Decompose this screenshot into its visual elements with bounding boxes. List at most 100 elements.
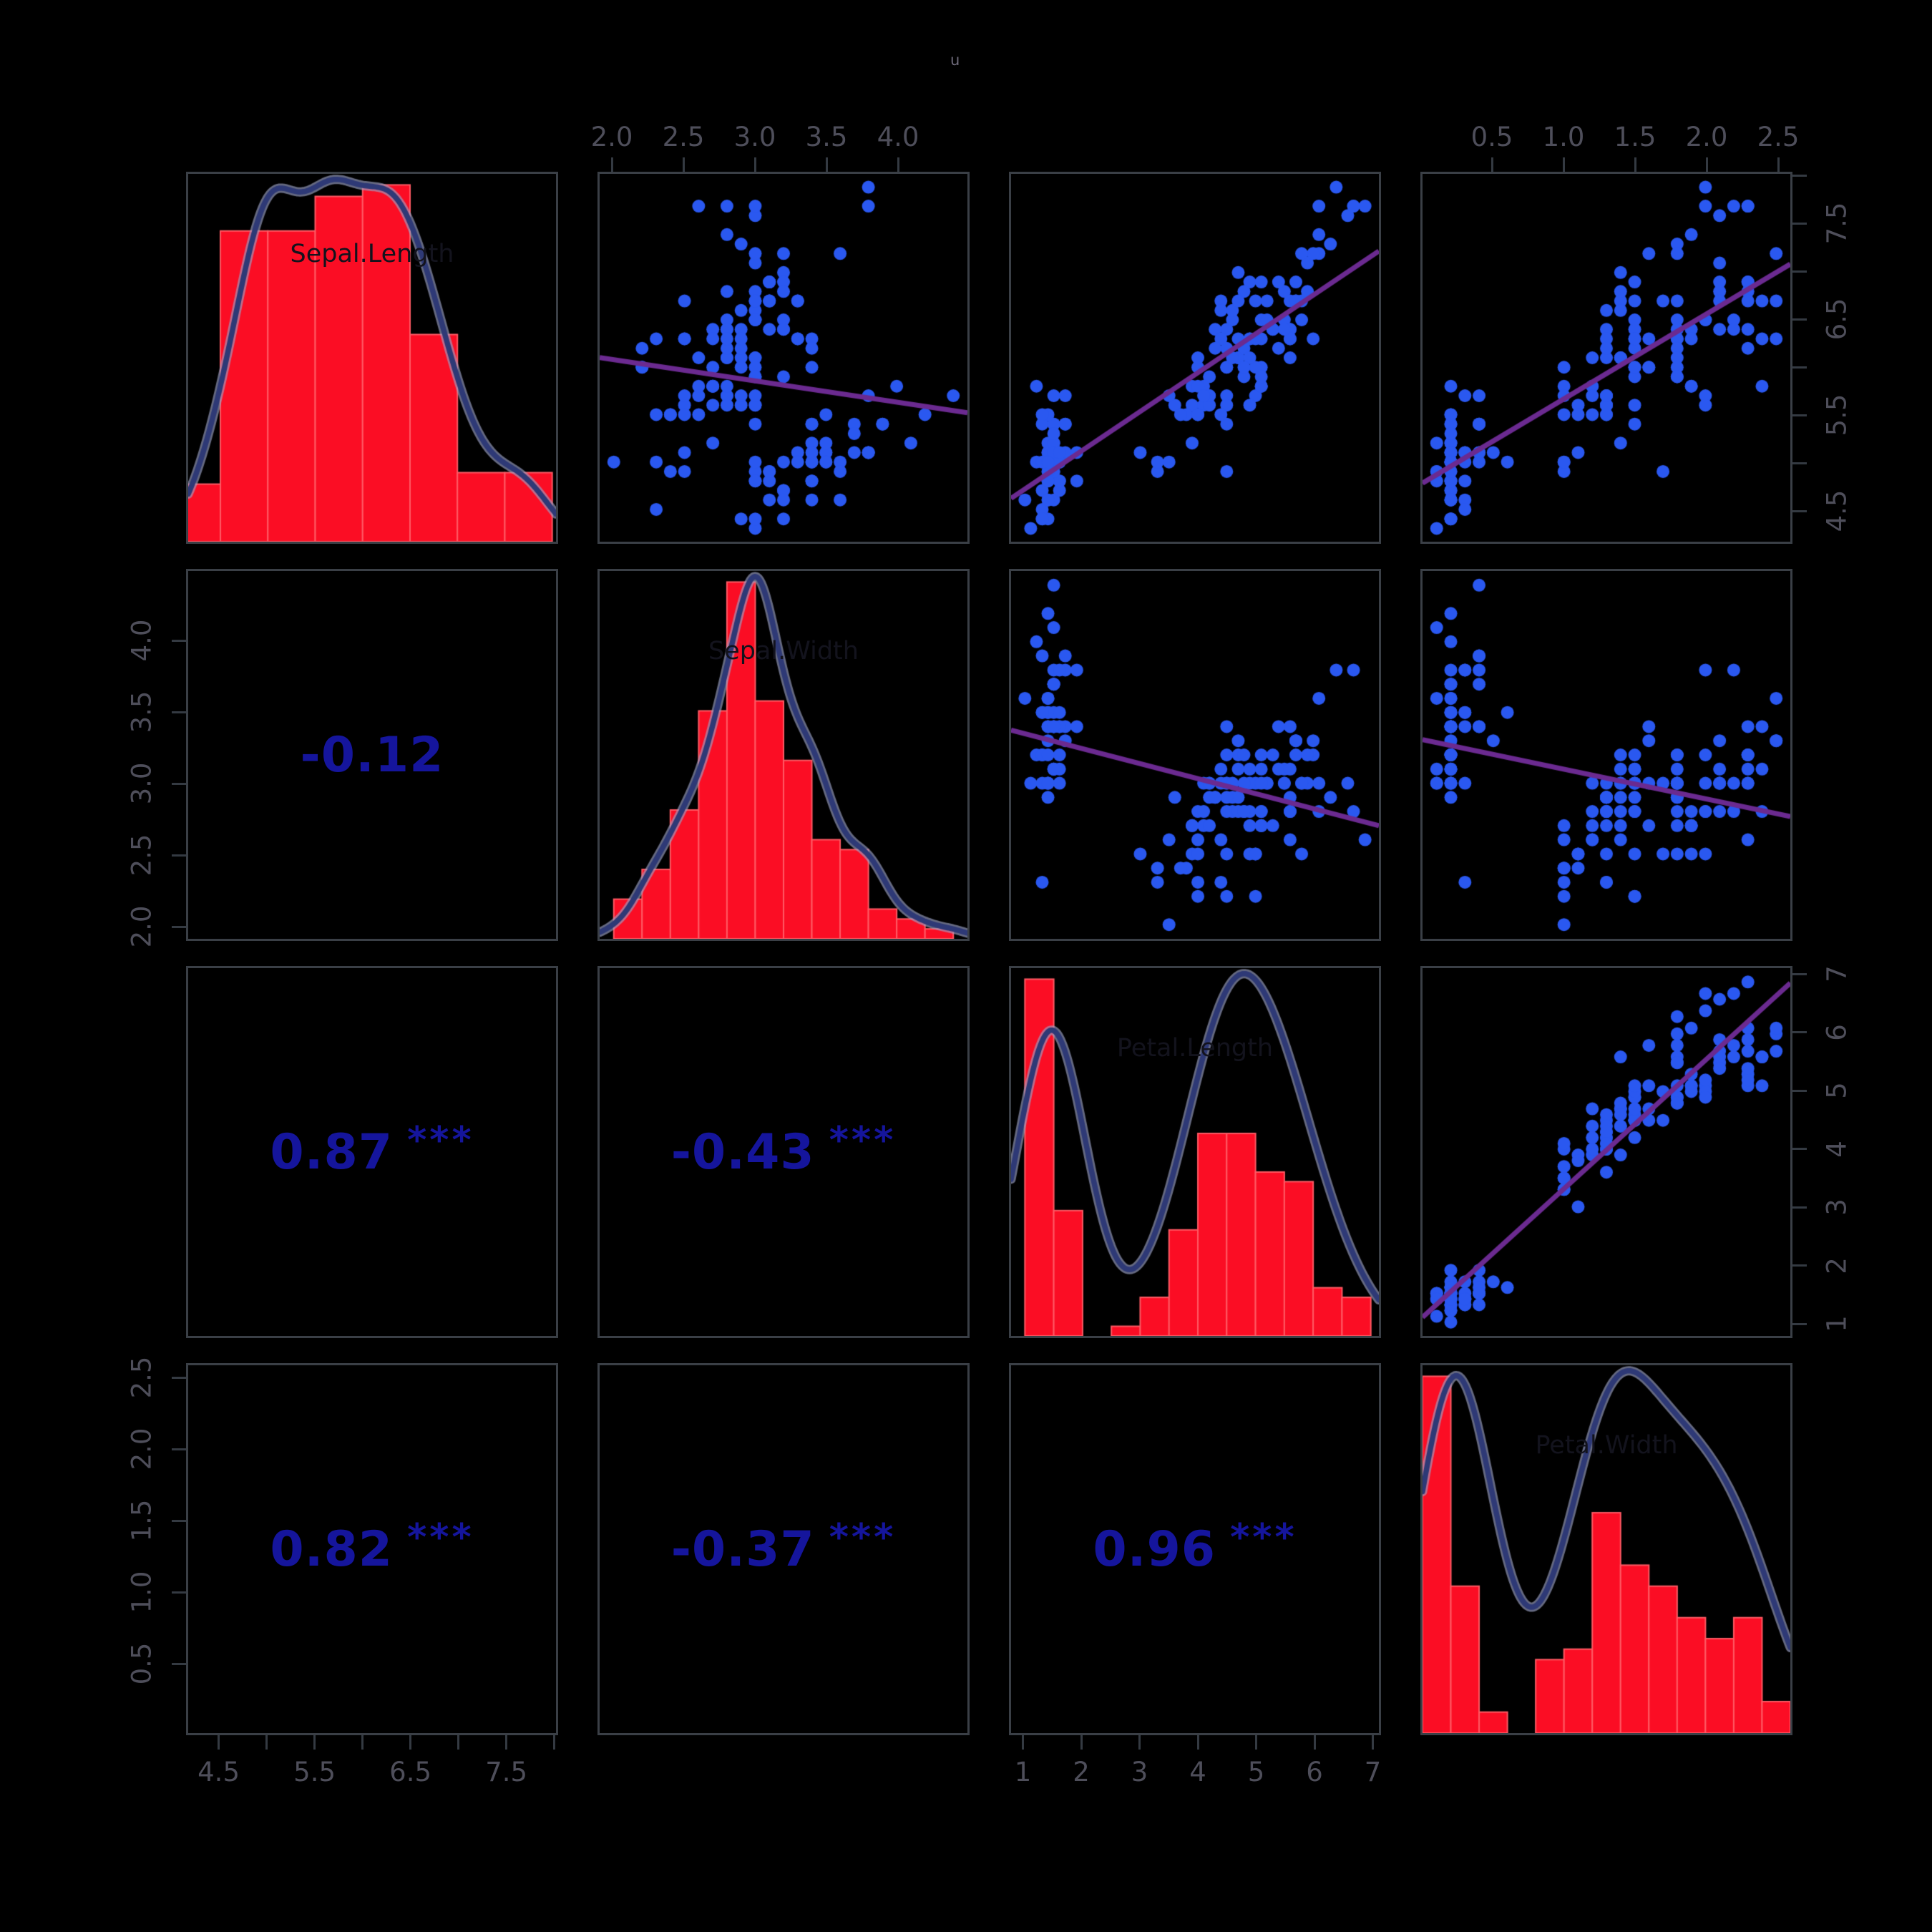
panel-r3c1: 0.87 ***	[186, 966, 558, 1338]
tick-label: 5	[1247, 1757, 1265, 1787]
tick-label: 2	[1073, 1757, 1090, 1787]
scatter-canvas-r3c4	[1423, 968, 1790, 1336]
tick-label: 4.0	[126, 619, 157, 662]
tick-label: 3.5	[805, 122, 848, 152]
correlation-cell-r2c1: -0.12	[188, 571, 556, 939]
tick-label: 5.5	[1821, 394, 1853, 436]
histogram-canvas-Sepal.Length	[188, 174, 556, 542]
tick-label: 1	[1821, 1315, 1853, 1333]
axis-tick-top	[1705, 157, 1708, 172]
axis-tick-left	[172, 1591, 186, 1594]
figure-title-glyph: u	[950, 52, 960, 69]
axis-tick-right	[1792, 1322, 1807, 1325]
correlation-cell-r4c2: -0.37 ***	[600, 1365, 967, 1733]
correlation-stars: ***	[407, 1119, 474, 1162]
tick-label: 3.0	[733, 122, 776, 152]
panel-r2c2: Sepal.Width	[597, 569, 970, 941]
axis-tick-bottom	[457, 1735, 460, 1750]
panel-r1c1: Sepal.Length	[186, 172, 558, 544]
correlation-stars: ***	[829, 1516, 897, 1559]
axis-tick-bottom	[1138, 1735, 1141, 1750]
tick-label: 4.5	[197, 1757, 240, 1787]
tick-label: 2.5	[126, 834, 157, 877]
axis-tick-left	[172, 854, 186, 857]
tick-label: 2.0	[126, 1428, 157, 1470]
correlation-stars: ***	[829, 1119, 897, 1162]
axis-tick-bottom	[218, 1735, 220, 1750]
tick-label: 2.5	[662, 122, 705, 152]
scatter-canvas-r2c3	[1011, 571, 1379, 939]
tick-label: 4.5	[1821, 490, 1853, 532]
panel-r2c1: -0.12	[186, 569, 558, 941]
axis-tick-bottom	[265, 1735, 268, 1750]
axis-tick-bottom	[1080, 1735, 1083, 1750]
panel-r1c2	[597, 172, 970, 544]
axis-tick-top	[1634, 157, 1636, 172]
axis-tick-top	[1562, 157, 1565, 172]
axis-tick-right	[1792, 1264, 1807, 1267]
tick-label: 1.5	[126, 1499, 157, 1542]
tick-label: 7.5	[1821, 202, 1853, 245]
axis-tick-bottom	[553, 1735, 556, 1750]
tick-label: 1.5	[1614, 122, 1657, 152]
tick-label: 1.0	[126, 1571, 157, 1614]
correlation-value: -0.12	[300, 726, 444, 784]
panel-r4c3: 0.96 ***	[1009, 1363, 1381, 1735]
tick-label: 2.5	[1757, 122, 1800, 152]
axis-tick-bottom	[313, 1735, 316, 1750]
tick-label: 1.0	[1542, 122, 1585, 152]
tick-label: 3	[1821, 1199, 1853, 1216]
axis-tick-bottom	[505, 1735, 508, 1750]
correlation-value: -0.37	[670, 1521, 815, 1578]
correlation-value: -0.43	[670, 1123, 815, 1181]
axis-tick-bottom	[409, 1735, 412, 1750]
tick-label: 0.5	[126, 1642, 157, 1685]
panel-r1c3	[1009, 172, 1381, 544]
axis-tick-right	[1792, 174, 1807, 177]
axis-tick-top	[825, 157, 828, 172]
tick-label: 3	[1131, 1757, 1148, 1787]
scatter-canvas-r2c4	[1423, 571, 1790, 939]
panel-r4c2: -0.37 ***	[597, 1363, 970, 1735]
tick-label: 2.0	[126, 905, 157, 948]
panel-r3c2: -0.43 ***	[597, 966, 970, 1338]
axis-tick-bottom	[1255, 1735, 1258, 1750]
tick-label: 7	[1364, 1757, 1382, 1787]
tick-label: 6	[1306, 1757, 1323, 1787]
axis-tick-top	[897, 157, 899, 172]
axis-tick-bottom	[1372, 1735, 1375, 1750]
axis-tick-top	[682, 157, 685, 172]
tick-label: 3.5	[126, 691, 157, 733]
axis-tick-right	[1792, 972, 1807, 975]
axis-tick-left	[172, 1519, 186, 1522]
correlation-stars: ***	[1230, 1516, 1297, 1559]
axis-tick-right	[1792, 318, 1807, 321]
axis-tick-left	[172, 1376, 186, 1379]
axis-tick-left	[172, 1448, 186, 1450]
axis-tick-right	[1792, 462, 1807, 464]
tick-label: 2.0	[590, 122, 633, 152]
correlation-stars: ***	[407, 1516, 474, 1559]
panel-r3c4	[1420, 966, 1792, 1338]
tick-label: 2.0	[1685, 122, 1728, 152]
axis-tick-right	[1792, 509, 1807, 512]
panel-r3c3: Petal.Length	[1009, 966, 1381, 1338]
axis-tick-right	[1792, 414, 1807, 416]
correlation-value: 0.82	[270, 1521, 394, 1578]
panel-r4c1: 0.82 ***	[186, 1363, 558, 1735]
correlation-cell-r3c1: 0.87 ***	[188, 968, 556, 1336]
tick-label: 7.5	[485, 1757, 528, 1787]
axis-tick-bottom	[1022, 1735, 1025, 1750]
axis-tick-right	[1792, 270, 1807, 273]
correlation-cell-r4c1: 0.82 ***	[188, 1365, 556, 1733]
panel-r1c4	[1420, 172, 1792, 544]
tick-label: 3.0	[126, 762, 157, 805]
scatter-canvas-r1c4	[1423, 174, 1790, 542]
panel-r2c4	[1420, 569, 1792, 941]
axis-tick-right	[1792, 1148, 1807, 1151]
correlation-value: 0.96	[1093, 1521, 1216, 1578]
axis-tick-top	[1777, 157, 1780, 172]
tick-label: 4	[1189, 1757, 1206, 1787]
axis-tick-top	[753, 157, 756, 172]
